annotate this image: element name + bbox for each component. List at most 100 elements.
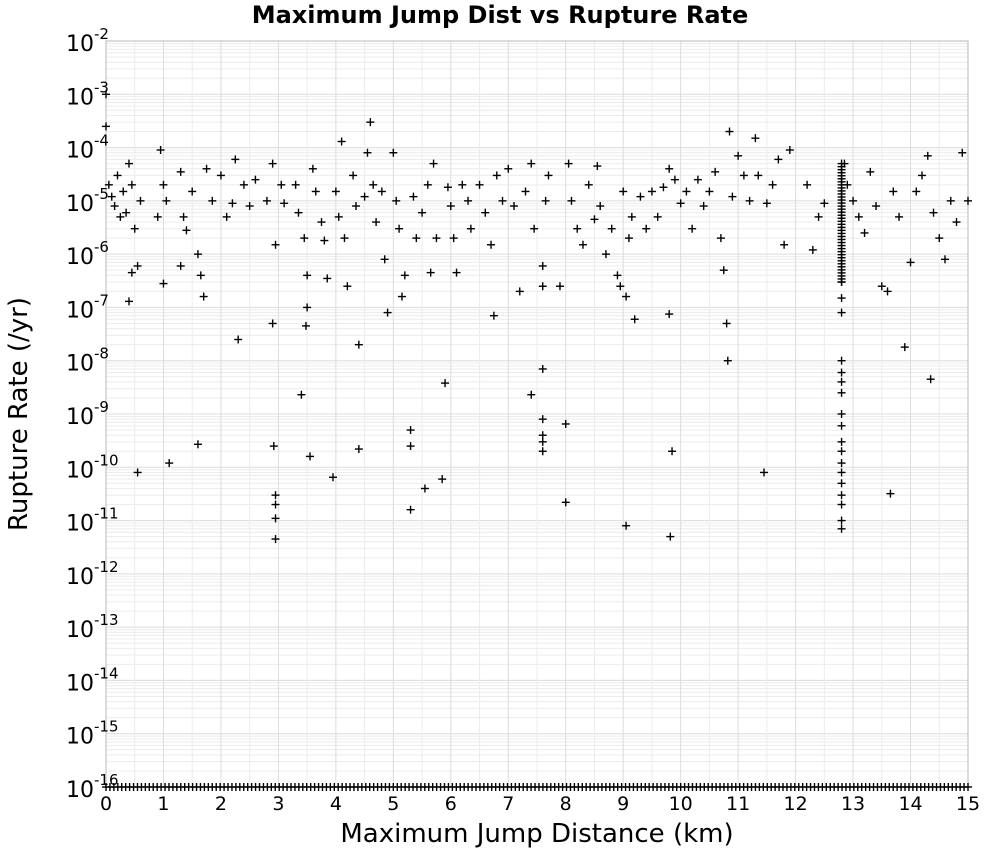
data-point — [372, 218, 381, 227]
data-point — [102, 122, 110, 131]
data-point — [785, 146, 794, 155]
data-point — [124, 159, 133, 168]
data-point — [297, 390, 306, 399]
data-point — [613, 271, 622, 280]
x-tick-label: 14 — [898, 793, 922, 815]
data-point — [165, 459, 174, 468]
data-point — [665, 164, 674, 173]
data-point — [521, 187, 530, 196]
data-point — [301, 321, 310, 330]
data-point — [228, 199, 237, 208]
y-tick-label: 10-16 — [66, 771, 119, 803]
y-tick-label: 10-4 — [66, 132, 109, 164]
data-point — [409, 192, 418, 201]
data-point — [814, 212, 823, 221]
data-point — [323, 274, 332, 283]
data-point — [728, 192, 737, 201]
x-tick-label: 6 — [445, 793, 457, 815]
data-point — [719, 266, 728, 275]
data-point — [102, 90, 110, 99]
data-point — [423, 180, 432, 189]
data-point — [837, 524, 846, 533]
data-point — [268, 159, 277, 168]
data-point — [343, 282, 352, 291]
data-point — [762, 199, 771, 208]
data-point — [222, 212, 231, 221]
data-point — [466, 224, 475, 233]
data-point — [449, 234, 458, 243]
data-point — [262, 196, 271, 205]
data-point — [682, 187, 691, 196]
data-point — [498, 196, 507, 205]
data-point — [941, 255, 950, 264]
data-point — [780, 240, 789, 249]
x-tick-label: 1 — [157, 793, 169, 815]
data-point — [363, 148, 372, 157]
data-point — [745, 196, 754, 205]
y-tick-label: 10-10 — [66, 451, 119, 483]
data-point — [768, 180, 777, 189]
data-point — [176, 261, 185, 270]
data-point — [193, 250, 202, 259]
x-axis-ticks: 0 1 2 3 4 5 6 7 8 9 10 11 12 13 14 15 — [100, 793, 980, 815]
data-point — [317, 218, 326, 227]
data-point — [127, 180, 136, 189]
data-point — [300, 234, 309, 243]
data-point — [113, 171, 122, 180]
x-tick-label: 3 — [272, 793, 284, 815]
data-point — [837, 500, 846, 509]
data-point — [837, 437, 846, 446]
data-point — [443, 183, 452, 192]
data-point — [122, 208, 131, 217]
data-point — [426, 268, 435, 277]
y-axis-label: Rupture Rate (/yr) — [4, 297, 34, 531]
data-point — [176, 167, 185, 176]
data-point — [331, 187, 340, 196]
data-point — [699, 202, 708, 211]
data-point — [291, 180, 300, 189]
data-point — [895, 212, 904, 221]
data-point — [234, 335, 243, 344]
data-point — [837, 479, 846, 488]
data-point — [133, 468, 142, 477]
data-point — [406, 426, 415, 435]
data-point — [616, 282, 625, 291]
y-tick-label: 10-3 — [66, 78, 109, 110]
data-point — [269, 442, 278, 451]
data-point — [555, 282, 564, 291]
data-point — [334, 212, 343, 221]
y-tick-label: 10-11 — [66, 505, 119, 537]
data-point — [392, 196, 401, 205]
data-point — [159, 180, 168, 189]
data-point — [900, 343, 909, 352]
data-point — [929, 208, 938, 217]
data-point — [328, 473, 337, 482]
data-point — [820, 199, 829, 208]
data-point — [693, 175, 702, 184]
data-point — [271, 500, 280, 509]
data-point — [271, 514, 280, 523]
data-point — [216, 171, 225, 180]
data-point — [182, 226, 191, 235]
gridlines — [105, 41, 969, 788]
data-point — [964, 196, 972, 205]
data-point — [538, 437, 547, 446]
data-point — [481, 208, 490, 217]
data-point — [104, 180, 113, 189]
data-point — [860, 228, 869, 237]
data-point — [877, 282, 886, 291]
data-point — [723, 356, 732, 365]
data-point — [124, 297, 133, 306]
data-point — [926, 375, 935, 384]
data-point — [837, 421, 846, 430]
data-point — [389, 148, 398, 157]
data-point — [837, 308, 846, 317]
y-axis-ticks: 10-2 10-3 10-4 10-5 10-6 10-7 10-8 10-9 10-10 10-… — [66, 25, 119, 803]
data-point — [538, 415, 547, 424]
data-point — [607, 224, 616, 233]
data-point — [107, 192, 116, 201]
data-point — [202, 164, 211, 173]
data-point — [377, 187, 386, 196]
y-tick-label: 10-2 — [66, 25, 109, 57]
